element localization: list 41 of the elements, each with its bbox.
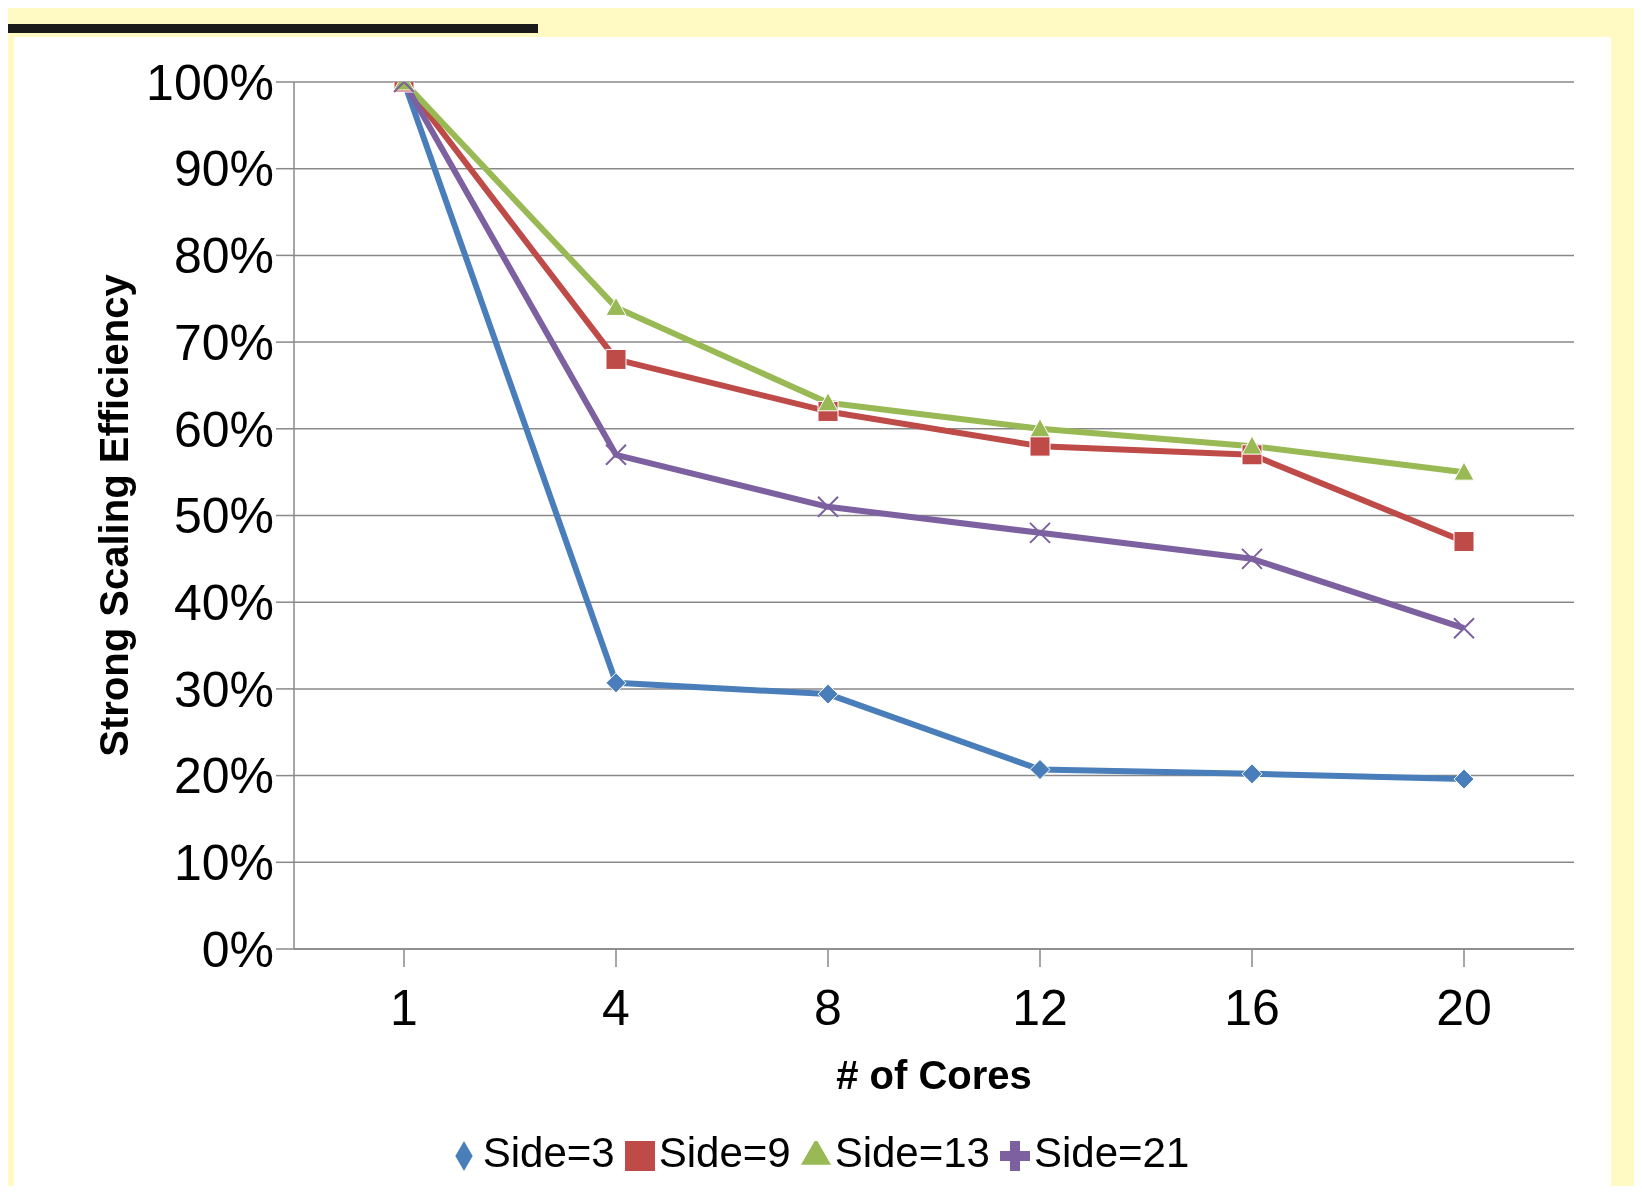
point	[1029, 521, 1051, 544]
legend-label: Side=3	[482, 1129, 615, 1176]
point	[605, 672, 627, 694]
y-tick-label: 30%	[173, 661, 274, 718]
legend-label: Side=21	[1033, 1129, 1190, 1176]
point	[1453, 617, 1475, 640]
y-tick-label: 10%	[173, 835, 274, 892]
legend-label: Side=13	[834, 1129, 990, 1176]
x-tick-label: 16	[1224, 979, 1280, 1036]
point	[1029, 418, 1051, 438]
point	[1453, 461, 1475, 481]
y-tick-label: 40%	[173, 574, 274, 631]
point	[605, 348, 627, 370]
point	[1029, 435, 1051, 457]
x-tick-label: 20	[1436, 979, 1492, 1036]
legend-label: Side=9	[658, 1129, 791, 1176]
y-tick-label: 90%	[173, 141, 274, 198]
y-tick-label: 80%	[173, 228, 274, 285]
x-tick-label: 1	[390, 979, 418, 1036]
y-tick-label: 70%	[173, 314, 274, 371]
point	[1029, 759, 1051, 781]
x-tick-label: 8	[814, 979, 842, 1036]
point	[1453, 768, 1475, 790]
point	[605, 296, 627, 316]
y-tick-label: 20%	[173, 748, 274, 805]
y-tick-label: 60%	[173, 401, 274, 458]
y-axis-title: Strong Scaling Efficiency	[92, 273, 137, 757]
x-axis-title: # of Cores	[836, 1053, 1032, 1097]
y-tick-label: 100%	[146, 54, 274, 111]
point	[1453, 531, 1475, 553]
point	[1241, 763, 1263, 785]
x-tick-label: 12	[1012, 979, 1068, 1036]
point	[1241, 547, 1263, 570]
x-tick-label: 4	[602, 979, 630, 1036]
point	[817, 392, 839, 412]
y-tick-label: 50%	[173, 488, 274, 545]
point	[605, 443, 627, 466]
point	[817, 683, 839, 705]
point	[817, 495, 839, 518]
y-tick-label: 0%	[201, 921, 274, 978]
point	[1241, 435, 1263, 455]
